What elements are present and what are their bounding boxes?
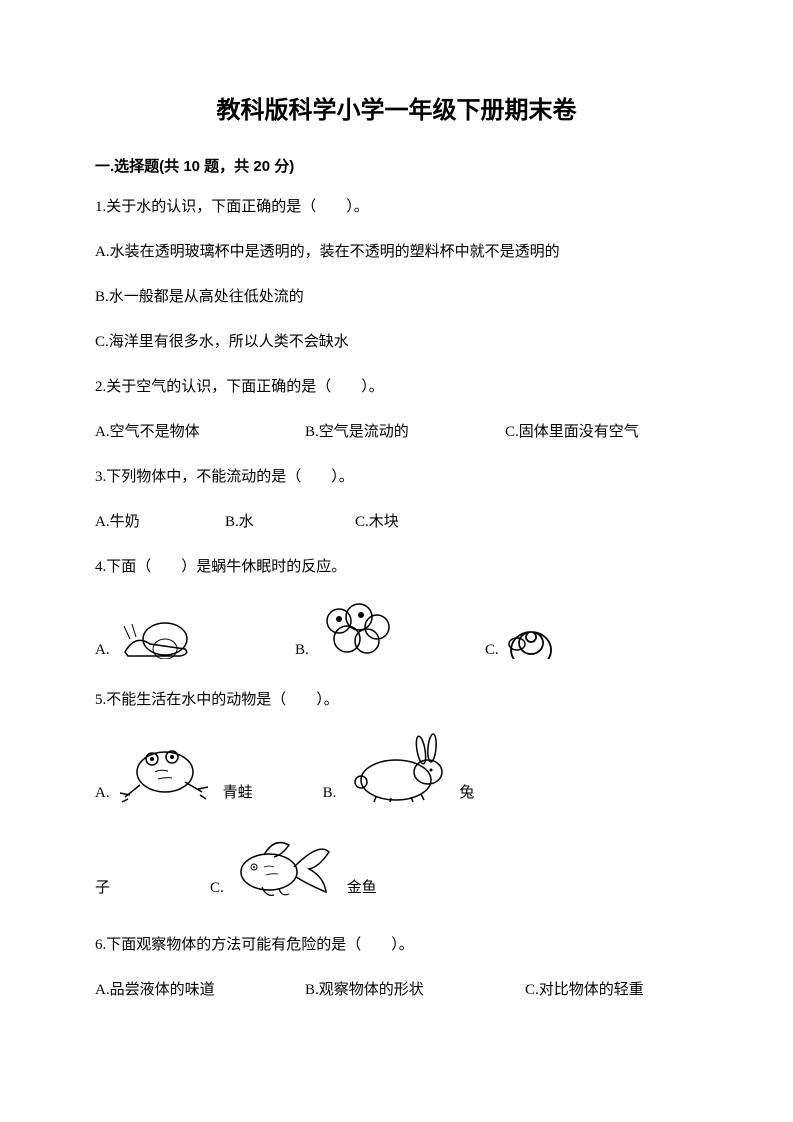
q6-options: A.品尝液体的味道 B.观察物体的形状 C.对比物体的轻重	[95, 977, 698, 1004]
q5-options: A. 青蛙 B. 兔 子 C.	[95, 732, 698, 902]
q5-option-c-label: 金鱼	[347, 875, 377, 902]
q3-option-b: B.水	[225, 509, 355, 536]
q6-option-a: A.品尝液体的味道	[95, 977, 305, 1004]
q5-stem: 5.不能生活在水中的动物是（ ）。	[95, 687, 698, 714]
q6-option-b: B.观察物体的形状	[305, 977, 525, 1004]
snail-eggs-icon	[309, 599, 404, 659]
q2-option-a: A.空气不是物体	[95, 419, 305, 446]
q4-option-a-label: A.	[95, 642, 110, 659]
q3-stem: 3.下列物体中，不能流动的是（ ）。	[95, 464, 698, 491]
q1-option-a: A.水装在透明玻璃杯中是透明的，装在不透明的塑料杯中就不是透明的	[95, 239, 698, 266]
q5-line2-prefix: 子	[95, 875, 110, 902]
q6-option-c: C.对比物体的轻重	[525, 977, 644, 1004]
q5-option-a-prefix: A.	[95, 780, 110, 807]
q3-options: A.牛奶 B.水 C.木块	[95, 509, 698, 536]
q5-option-c-prefix: C.	[210, 875, 224, 902]
q4-options: A. B. C.	[95, 599, 698, 659]
q5-option-b-prefix: B.	[323, 780, 337, 807]
snail-shell-icon	[499, 604, 564, 659]
q4-stem: 4.下面（ ）是蜗牛休眠时的反应。	[95, 554, 698, 581]
q6-stem: 6.下面观察物体的方法可能有危险的是（ ）。	[95, 932, 698, 959]
q5-option-a-label: 青蛙	[223, 780, 253, 807]
q3-option-c: C.木块	[355, 509, 399, 536]
snail-crawling-icon	[110, 604, 200, 659]
q2-option-b: B.空气是流动的	[305, 419, 505, 446]
q1-option-c: C.海洋里有很多水，所以人类不会缺水	[95, 329, 698, 356]
goldfish-icon	[224, 827, 339, 902]
document-title: 教科版科学小学一年级下册期末卷	[95, 90, 698, 125]
q2-options: A.空气不是物体 B.空气是流动的 C.固体里面没有空气	[95, 419, 698, 446]
q5-option-b-label: 兔	[459, 780, 474, 807]
q2-stem: 2.关于空气的认识，下面正确的是（ ）。	[95, 374, 698, 401]
q1-option-b: B.水一般都是从高处往低处流的	[95, 284, 698, 311]
q4-option-c-label: C.	[485, 642, 499, 659]
rabbit-icon	[336, 732, 451, 807]
q4-option-b-label: B.	[295, 642, 309, 659]
q1-stem: 1.关于水的认识，下面正确的是（ ）。	[95, 194, 698, 221]
q3-option-a: A.牛奶	[95, 509, 225, 536]
q2-option-c: C.固体里面没有空气	[505, 419, 639, 446]
section-header: 一.选择题(共 10 题，共 20 分)	[95, 155, 698, 176]
frog-icon	[110, 737, 215, 807]
